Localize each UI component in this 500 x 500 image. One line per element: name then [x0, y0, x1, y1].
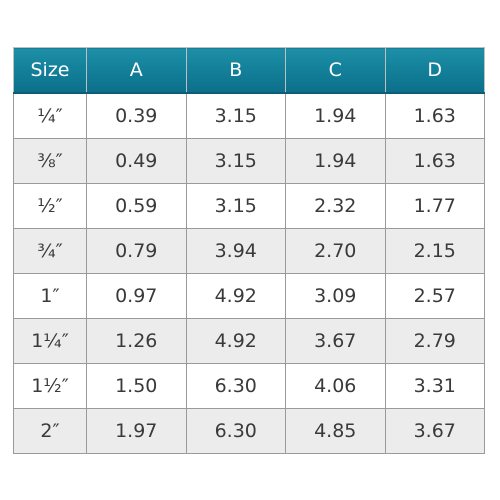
cell-d: 2.15 [384, 228, 485, 274]
cell-b: 3.15 [185, 138, 286, 184]
cell-b: 4.92 [185, 318, 286, 364]
cell-b: 3.15 [185, 92, 286, 139]
cell-d: 1.63 [384, 92, 485, 139]
dimension-table: Size A B C D ¼″ 0.39 3.15 1.94 1.63 ⅜″ 0… [13, 47, 485, 454]
cell-d: 3.31 [384, 363, 485, 409]
cell-c: 2.32 [285, 183, 386, 229]
cell-a: 1.26 [86, 318, 187, 364]
cell-size: 1½″ [13, 363, 87, 409]
cell-c: 4.06 [285, 363, 386, 409]
header-row: Size A B C D [13, 47, 485, 94]
table-row: 1¼″ 1.26 4.92 3.67 2.79 [13, 318, 485, 364]
table-row: 1″ 0.97 4.92 3.09 2.57 [13, 273, 485, 319]
header-d: D [384, 47, 485, 94]
dimension-table-container: Size A B C D ¼″ 0.39 3.15 1.94 1.63 ⅜″ 0… [13, 47, 485, 454]
table-body: ¼″ 0.39 3.15 1.94 1.63 ⅜″ 0.49 3.15 1.94… [13, 92, 485, 454]
cell-size: ⅜″ [13, 138, 87, 184]
cell-a: 0.79 [86, 228, 187, 274]
cell-b: 3.94 [185, 228, 286, 274]
cell-c: 1.94 [285, 138, 386, 184]
table-row: 2″ 1.97 6.30 4.85 3.67 [13, 408, 485, 454]
cell-size: 2″ [13, 408, 87, 454]
cell-d: 2.57 [384, 273, 485, 319]
cell-c: 3.09 [285, 273, 386, 319]
cell-a: 0.97 [86, 273, 187, 319]
table-row: ¼″ 0.39 3.15 1.94 1.63 [13, 92, 485, 139]
cell-c: 3.67 [285, 318, 386, 364]
header-b: B [185, 47, 286, 94]
cell-a: 0.39 [86, 92, 187, 139]
cell-size: ½″ [13, 183, 87, 229]
cell-size: ¾″ [13, 228, 87, 274]
cell-size: 1″ [13, 273, 87, 319]
table-row: 1½″ 1.50 6.30 4.06 3.31 [13, 363, 485, 409]
cell-size: ¼″ [13, 92, 87, 139]
cell-c: 1.94 [285, 92, 386, 139]
cell-b: 6.30 [185, 363, 286, 409]
table-row: ½″ 0.59 3.15 2.32 1.77 [13, 183, 485, 229]
cell-d: 1.77 [384, 183, 485, 229]
cell-c: 2.70 [285, 228, 386, 274]
cell-size: 1¼″ [13, 318, 87, 364]
cell-d: 2.79 [384, 318, 485, 364]
cell-a: 0.49 [86, 138, 187, 184]
header-size: Size [13, 47, 87, 94]
cell-a: 1.97 [86, 408, 187, 454]
cell-b: 6.30 [185, 408, 286, 454]
cell-d: 3.67 [384, 408, 485, 454]
header-a: A [86, 47, 187, 94]
table-row: ⅜″ 0.49 3.15 1.94 1.63 [13, 138, 485, 184]
cell-d: 1.63 [384, 138, 485, 184]
cell-b: 3.15 [185, 183, 286, 229]
cell-a: 1.50 [86, 363, 187, 409]
cell-a: 0.59 [86, 183, 187, 229]
table-header: Size A B C D [13, 47, 485, 94]
cell-b: 4.92 [185, 273, 286, 319]
header-c: C [285, 47, 386, 94]
cell-c: 4.85 [285, 408, 386, 454]
table-row: ¾″ 0.79 3.94 2.70 2.15 [13, 228, 485, 274]
